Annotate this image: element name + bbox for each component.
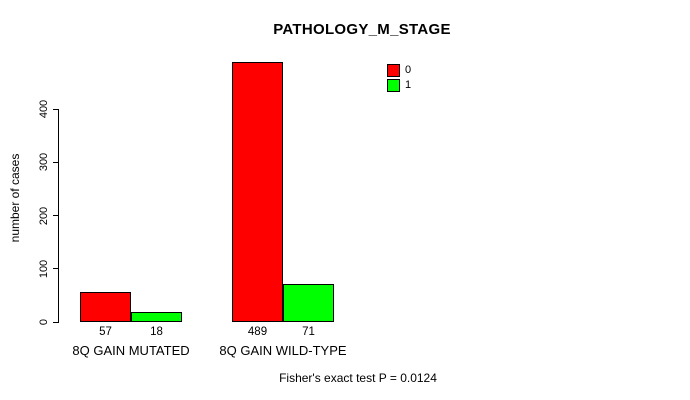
bar-value-label: 57 [99, 326, 112, 338]
legend-swatch-1 [387, 79, 400, 92]
legend-entry: 1 [387, 79, 411, 92]
y-axis [58, 109, 59, 323]
y-axis-tick [53, 321, 58, 323]
bar-series0-group1 [80, 292, 131, 322]
bar-series0-group2 [232, 62, 283, 322]
y-axis-tick [53, 268, 58, 270]
y-axis-tick-label: 100 [38, 259, 50, 278]
bar-series1-group2 [283, 284, 334, 322]
bar-value-label: 71 [302, 326, 315, 338]
bar-value-label: 489 [247, 326, 268, 338]
y-axis-tick-label: 300 [38, 153, 50, 172]
bar-value-label: 18 [150, 326, 163, 338]
y-axis-tick-label: 0 [38, 318, 50, 326]
legend-entry: 0 [387, 64, 411, 77]
y-axis-tick [53, 215, 58, 216]
y-axis-tick-label: 200 [38, 206, 50, 225]
y-axis-tick [53, 108, 58, 110]
y-axis-tick-label: 400 [38, 99, 50, 119]
category-label: 8Q GAIN MUTATED [72, 343, 190, 358]
legend-label: 0 [405, 64, 412, 76]
category-label: 8Q GAIN WILD-TYPE [219, 343, 347, 358]
bar-series1-group1 [131, 312, 182, 322]
legend-swatch-0 [387, 64, 400, 77]
stat-annotation: Fisher's exact test P = 0.0124 [279, 371, 437, 385]
legend-label: 1 [405, 79, 412, 91]
y-axis-tick [53, 161, 58, 163]
chart-title: PATHOLOGY_M_STAGE [273, 21, 451, 38]
